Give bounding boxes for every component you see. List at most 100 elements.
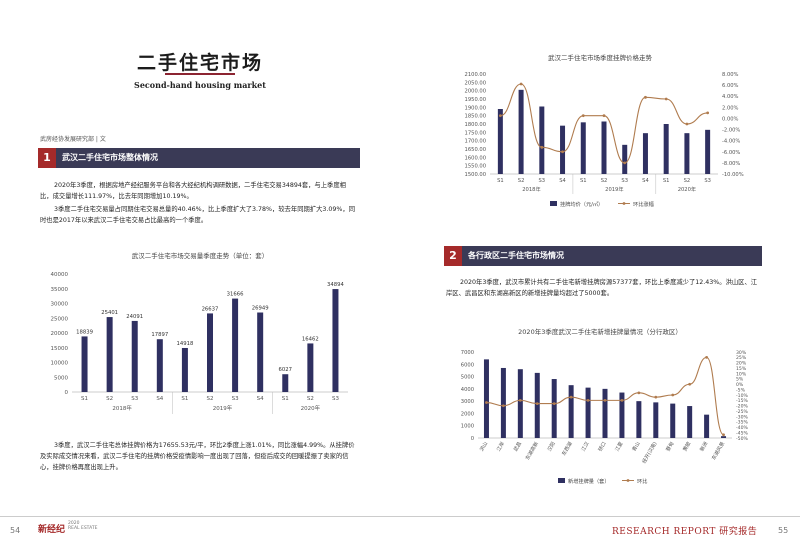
x-tick-label: S2 <box>207 396 214 402</box>
district-bar <box>619 392 625 438</box>
district-bar <box>687 406 693 438</box>
section1-header <box>38 148 360 168</box>
district-bar <box>602 388 608 438</box>
y-tick-label: 1900.00 <box>465 105 486 111</box>
y2-tick-label: -30% <box>736 414 749 420</box>
x-tick-label: S2 <box>601 178 608 184</box>
y-tick-label: 15000 <box>51 346 69 352</box>
mom-point <box>706 111 710 115</box>
section2-number: 2 <box>444 246 462 266</box>
mom-point <box>569 395 573 399</box>
x-tick-label: 武昌 <box>512 441 523 453</box>
x-tick-label: S2 <box>307 396 314 402</box>
section1-para1: 2020年3季度，根据房地产经纪服务平台和各大经纪机构调研数据，二手住宅交易34… <box>40 182 346 200</box>
y2-tick-label: -5% <box>736 387 746 393</box>
x-tick-label: S3 <box>232 396 239 402</box>
logo-year: 2020 <box>68 521 80 526</box>
price-bar <box>622 144 628 174</box>
y-tick-label: 3000 <box>461 399 474 405</box>
brand-logo-sub: 2020 REAL ESTATE <box>68 521 97 531</box>
y2-tick-label: 6.00% <box>722 83 739 89</box>
chart3-title: 2020年3季度武汉二手住宅新增挂牌量情况（分行政区） <box>518 328 682 336</box>
x-tick-label: 汉阳 <box>546 441 557 453</box>
volume-bar <box>81 336 88 392</box>
x-tick-label: S1 <box>81 396 88 402</box>
x-tick-label: S2 <box>684 178 691 184</box>
y-tick-label: 1650.00 <box>465 147 486 153</box>
y2-tick-label: -35% <box>736 420 749 426</box>
y-tick-label: 20000 <box>51 331 69 337</box>
volume-bar <box>232 298 239 392</box>
y-tick-label: 0 <box>65 390 69 396</box>
x-tick-label: S3 <box>704 178 711 184</box>
chart2-title: 武汉二手住宅市场交易量季度走势（单位：套） <box>131 252 269 260</box>
y2-tick-label: 0.00% <box>722 116 739 122</box>
price-bar <box>684 133 690 174</box>
x-tick-label: S3 <box>539 178 546 184</box>
mom-point <box>688 382 692 386</box>
mom-point <box>519 82 523 86</box>
y-tick-label: 1850.00 <box>465 114 486 120</box>
x-tick-label: S3 <box>332 396 339 402</box>
y2-tick-label: -25% <box>736 409 749 415</box>
mom-point <box>485 401 488 404</box>
y2-tick-label: -2.00% <box>722 128 740 134</box>
x-tick-label: S1 <box>663 178 670 184</box>
y-tick-label: 1500.00 <box>465 172 486 178</box>
mom-point <box>603 398 607 402</box>
x-tick-label: 黄陂 <box>681 441 692 453</box>
y-tick-label: 40000 <box>51 272 69 278</box>
x-group-label: 2018年 <box>522 185 540 193</box>
x-tick-label: S4 <box>642 178 649 184</box>
y-tick-label: 10000 <box>51 361 69 367</box>
chart1-title: 武汉二手住宅市场季度挂牌价格走势 <box>548 54 652 62</box>
y-tick-label: 1550.00 <box>465 164 486 170</box>
x-tick-label: 东湖高新 <box>524 441 540 462</box>
legend-swatch-bar <box>550 201 557 206</box>
section2-para1: 2020年3季度，武汉市累计共有二手住宅新增挂牌房源57377套，环比上季度减少… <box>446 279 758 297</box>
volume-bar <box>156 339 163 392</box>
price-bar <box>705 129 711 174</box>
y2-tick-label: 8.00% <box>722 72 739 78</box>
brand-logo: 新经纪 <box>38 525 66 535</box>
volume-bar <box>106 317 113 392</box>
mom-point <box>705 355 708 359</box>
y-tick-label: 1000 <box>461 424 474 430</box>
district-bar <box>636 401 642 438</box>
y2-tick-label: -10.00% <box>722 172 744 178</box>
mom-point <box>654 395 658 399</box>
price-bar <box>663 124 669 174</box>
x-group-label: 2020年 <box>301 404 321 412</box>
x-group-label: 2018年 <box>112 404 132 412</box>
mom-point <box>722 433 725 437</box>
district-bar <box>517 369 523 438</box>
mom-point <box>535 402 539 405</box>
x-tick-label: 新洲 <box>698 441 709 453</box>
price-chart: 1500.00 1550.00 1600.00 1650.00 1700.00 1750.… <box>465 72 744 208</box>
mom-point <box>623 161 627 165</box>
legend-label-line: 环比涨幅 <box>633 200 654 208</box>
x-tick-label: S1 <box>181 396 188 402</box>
mom-point <box>620 398 624 402</box>
legend-swatch-bar <box>558 478 565 483</box>
section1-number: 1 <box>38 148 56 168</box>
y2-tick-label: 20% <box>736 361 747 367</box>
district-bar <box>483 359 489 438</box>
x-tick-label: S2 <box>518 178 525 184</box>
footer-divider <box>0 516 800 517</box>
x-tick-label: 洪山 <box>478 441 489 453</box>
data-label: 6027 <box>279 367 292 373</box>
x-tick-label: S4 <box>156 396 163 402</box>
volume-bar <box>257 312 264 392</box>
x-group-label: 2019年 <box>605 185 623 193</box>
data-label: 26949 <box>252 306 269 312</box>
district-bar <box>500 367 506 438</box>
y-tick-label: 1600.00 <box>465 155 486 161</box>
data-label: 26637 <box>202 306 219 312</box>
y2-tick-label: 2.00% <box>722 105 739 111</box>
y-tick-label: 2000 <box>461 411 474 417</box>
district-bar <box>534 372 540 438</box>
page-subtitle: Second-hand housing market <box>134 80 266 90</box>
section2-title: 各行政区二手住宅市场情况 <box>468 251 564 260</box>
data-label: 31666 <box>227 292 244 298</box>
